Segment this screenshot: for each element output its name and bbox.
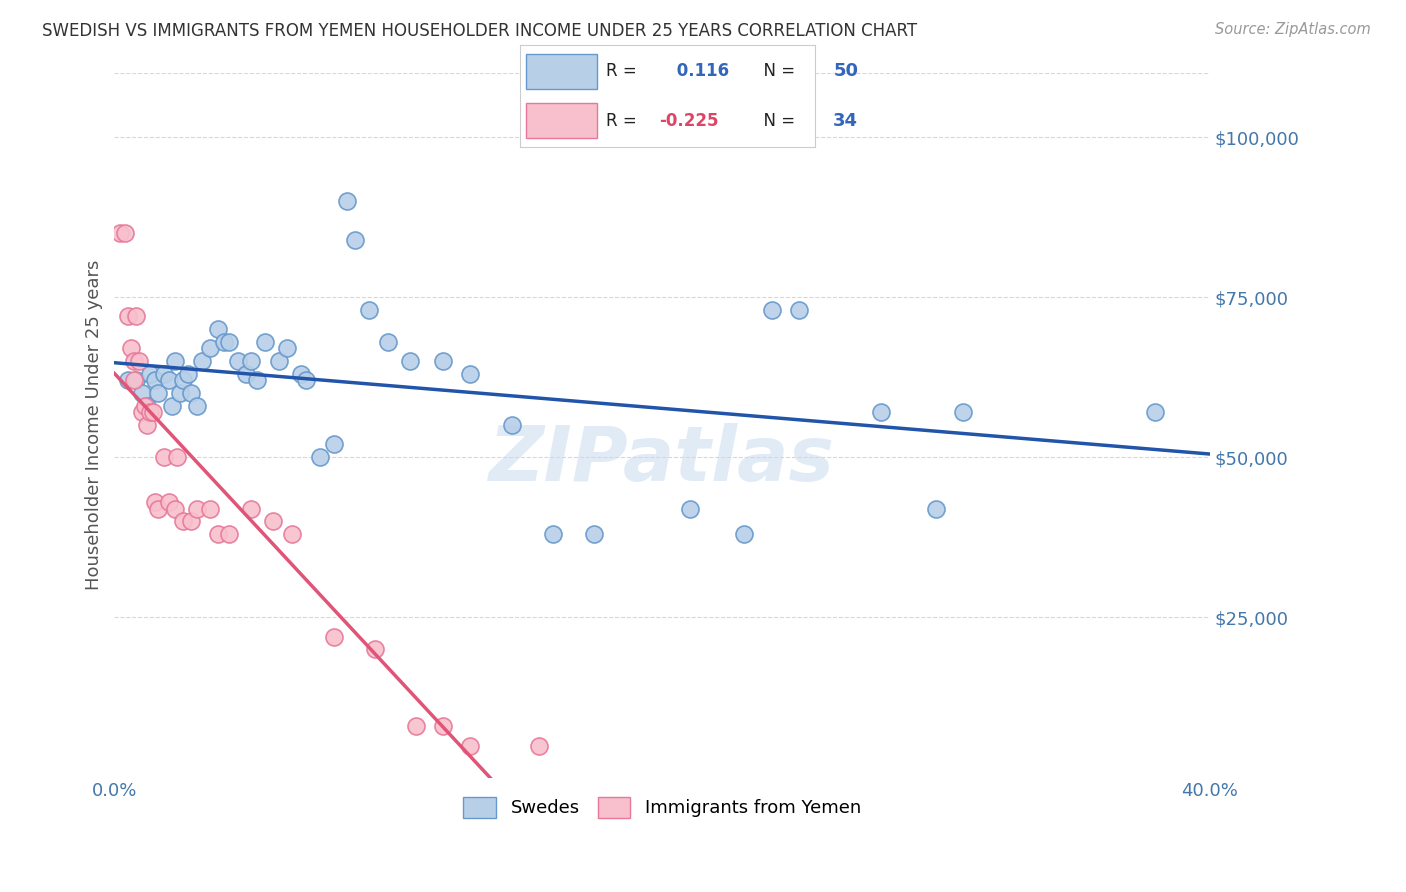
Point: [405, 719, 427, 733]
Point: [172, 514, 194, 528]
Point: [235, 367, 257, 381]
Text: 50: 50: [834, 62, 858, 80]
Point: [166, 450, 188, 465]
Point: [344, 233, 367, 247]
Point: [186, 399, 208, 413]
Point: [212, 334, 235, 349]
Point: [527, 739, 550, 753]
Point: [117, 373, 139, 387]
Point: [200, 501, 222, 516]
Point: [122, 354, 145, 368]
Point: [218, 527, 240, 541]
Text: -0.225: -0.225: [659, 112, 718, 129]
Point: [152, 450, 174, 465]
Point: [148, 501, 170, 516]
Point: [125, 310, 148, 324]
Point: [761, 303, 783, 318]
Text: R =: R =: [606, 62, 643, 80]
Point: [169, 386, 191, 401]
Point: [177, 367, 200, 381]
Point: [200, 342, 222, 356]
Point: [136, 399, 159, 413]
Point: [108, 226, 131, 240]
Point: [295, 373, 318, 387]
Text: N =: N =: [754, 112, 801, 129]
Point: [122, 373, 145, 387]
FancyBboxPatch shape: [526, 54, 598, 88]
Point: [460, 367, 482, 381]
Point: [157, 373, 180, 387]
Point: [139, 367, 162, 381]
Point: [678, 501, 700, 516]
Point: [125, 373, 148, 387]
Point: [290, 367, 312, 381]
Point: [363, 642, 385, 657]
FancyBboxPatch shape: [526, 103, 598, 138]
Point: [733, 527, 755, 541]
Point: [186, 501, 208, 516]
Point: [180, 514, 202, 528]
Point: [218, 334, 240, 349]
Point: [460, 739, 482, 753]
Point: [870, 405, 893, 419]
Point: [160, 399, 183, 413]
Point: [336, 194, 359, 208]
Text: Source: ZipAtlas.com: Source: ZipAtlas.com: [1215, 22, 1371, 37]
Point: [142, 405, 165, 419]
Point: [207, 527, 229, 541]
Point: [322, 630, 344, 644]
Point: [1144, 405, 1167, 419]
Point: [128, 354, 150, 368]
Point: [117, 310, 139, 324]
Point: [582, 527, 605, 541]
Point: [136, 418, 159, 433]
Point: [925, 501, 948, 516]
Point: [432, 719, 454, 733]
Point: [267, 354, 290, 368]
Point: [207, 322, 229, 336]
Point: [139, 405, 162, 419]
Point: [359, 303, 381, 318]
Point: [134, 399, 156, 413]
Point: [541, 527, 564, 541]
Point: [399, 354, 422, 368]
Point: [226, 354, 249, 368]
Point: [114, 226, 136, 240]
Point: [152, 367, 174, 381]
Point: [172, 373, 194, 387]
Point: [240, 501, 263, 516]
Point: [180, 386, 202, 401]
Point: [145, 495, 167, 509]
Point: [131, 386, 153, 401]
Point: [191, 354, 214, 368]
Point: [145, 373, 167, 387]
Point: [281, 527, 304, 541]
Point: [308, 450, 330, 465]
Text: N =: N =: [754, 62, 801, 80]
Point: [163, 354, 186, 368]
Y-axis label: Householder Income Under 25 years: Householder Income Under 25 years: [86, 260, 103, 591]
Text: R =: R =: [606, 112, 643, 129]
Point: [262, 514, 284, 528]
Point: [148, 386, 170, 401]
Point: [163, 501, 186, 516]
Text: SWEDISH VS IMMIGRANTS FROM YEMEN HOUSEHOLDER INCOME UNDER 25 YEARS CORRELATION C: SWEDISH VS IMMIGRANTS FROM YEMEN HOUSEHO…: [42, 22, 917, 40]
Point: [254, 334, 277, 349]
Point: [432, 354, 454, 368]
Text: 34: 34: [834, 112, 858, 129]
Point: [322, 437, 344, 451]
Point: [787, 303, 810, 318]
Point: [377, 334, 399, 349]
Point: [120, 342, 142, 356]
Point: [501, 418, 523, 433]
Point: [157, 495, 180, 509]
Legend: Swedes, Immigrants from Yemen: Swedes, Immigrants from Yemen: [457, 789, 868, 825]
Text: 0.116: 0.116: [671, 62, 728, 80]
Point: [246, 373, 269, 387]
Point: [131, 405, 153, 419]
Text: ZIPatlas: ZIPatlas: [489, 424, 835, 498]
Point: [276, 342, 298, 356]
Point: [240, 354, 263, 368]
Point: [952, 405, 974, 419]
